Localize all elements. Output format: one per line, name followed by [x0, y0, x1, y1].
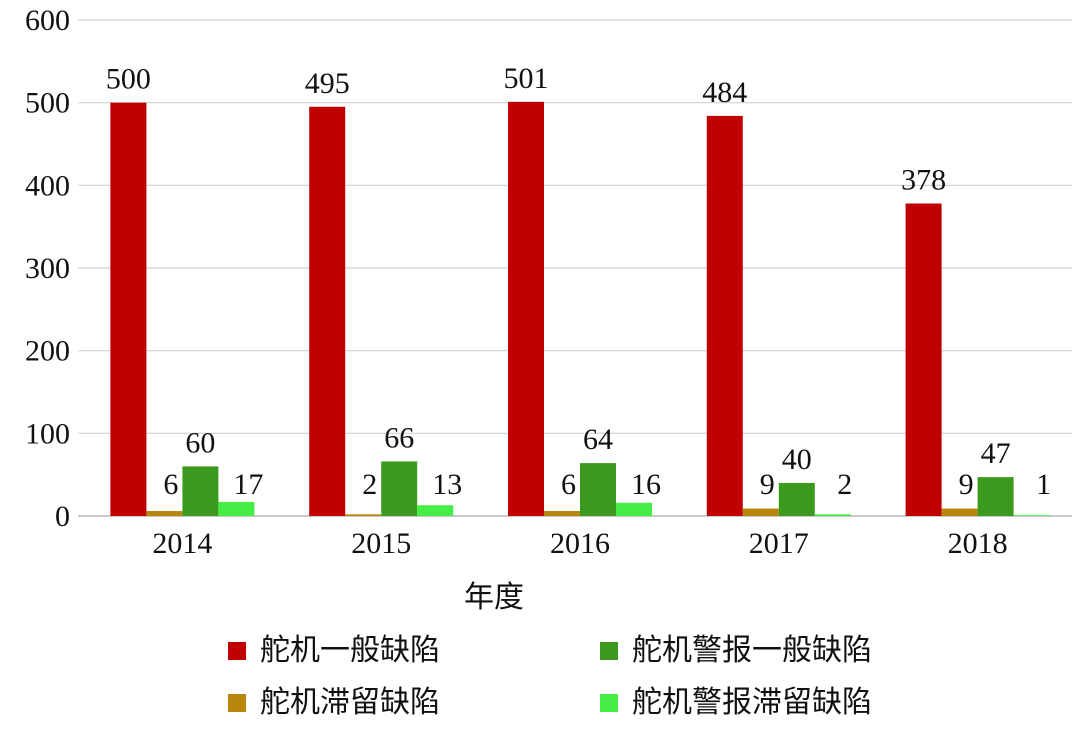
data-label: 500: [106, 63, 151, 96]
data-label: 60: [185, 426, 215, 459]
bar-2017-series-0: [706, 115, 743, 516]
bar-2018-series-1: [941, 508, 978, 516]
bar-2014-series-2: [182, 466, 219, 516]
y-tick-label: 600: [25, 4, 70, 37]
data-label: 2: [362, 468, 377, 501]
legend-label: 舵机滞留缺陷: [260, 685, 440, 720]
data-label: 495: [305, 67, 350, 100]
x-axis-tick-labels: 2014 2015 2016 2017 2018: [152, 527, 1007, 560]
bar-2015-series-1: [345, 514, 382, 516]
y-tick-label: 0: [55, 500, 70, 533]
bar-2014-series-1: [146, 511, 183, 516]
x-tick-label: 2014: [152, 527, 212, 560]
legend-swatch: [600, 694, 618, 712]
x-tick-label: 2017: [749, 527, 809, 560]
data-label: 2: [837, 468, 852, 501]
data-label: 66: [384, 421, 414, 454]
legend-swatch: [228, 694, 246, 712]
data-label: 9: [760, 468, 775, 501]
wechat-icon-small-bubble: [900, 682, 918, 700]
y-tick-label: 100: [25, 417, 70, 450]
watermark-text: 世界海运: [938, 667, 1042, 697]
data-label: 378: [901, 164, 946, 197]
legend-swatch: [600, 642, 618, 660]
bar-2018-series-0: [905, 203, 942, 516]
y-tick-label: 500: [25, 87, 70, 120]
data-label: 501: [504, 62, 549, 95]
bars: [110, 101, 1050, 517]
bar-2015-series-3: [417, 505, 454, 516]
data-label: 6: [561, 468, 576, 501]
legend-label: 舵机警报滞留缺陷: [632, 685, 872, 720]
y-axis-tick-labels: 0 100 200 300 400 500 600: [25, 4, 70, 533]
bar-2016-series-2: [580, 463, 616, 516]
legend-label: 舵机一般缺陷: [260, 633, 440, 668]
data-label: 6: [163, 468, 178, 501]
bar-2017-series-2: [778, 482, 815, 516]
x-axis-title: 年度: [464, 580, 524, 615]
y-tick-label: 200: [25, 335, 70, 368]
bar-2015-series-0: [309, 106, 346, 517]
y-tick-label: 400: [25, 169, 70, 202]
x-tick-label: 2015: [351, 527, 411, 560]
data-label: 40: [782, 443, 812, 476]
bar-2014-series-3: [218, 501, 255, 516]
data-label: 64: [583, 423, 613, 456]
data-label: 17: [233, 468, 263, 501]
watermark: 世界海运: [900, 667, 1042, 700]
bar-2018-series-2: [977, 477, 1014, 516]
bar-2016-series-0: [508, 101, 544, 516]
x-tick-label: 2016: [550, 527, 610, 560]
bar-2017-series-3: [814, 514, 851, 516]
bar-2016-series-3: [616, 502, 652, 516]
data-label: 1: [1036, 468, 1051, 501]
legend-label: 舵机警报一般缺陷: [632, 633, 872, 668]
bar-2018-series-3: [1013, 515, 1050, 516]
data-label: 16: [631, 468, 661, 501]
legend-swatch: [228, 642, 246, 660]
bar-2014-series-0: [110, 102, 147, 517]
x-tick-label: 2018: [948, 527, 1008, 560]
bar-2016-series-1: [544, 511, 580, 516]
bar-2017-series-1: [742, 508, 779, 516]
bar-2015-series-2: [381, 461, 418, 516]
data-label: 47: [981, 437, 1011, 470]
y-tick-label: 300: [25, 252, 70, 285]
data-label: 13: [432, 468, 462, 501]
data-label: 9: [959, 468, 974, 501]
data-label: 484: [702, 76, 747, 109]
